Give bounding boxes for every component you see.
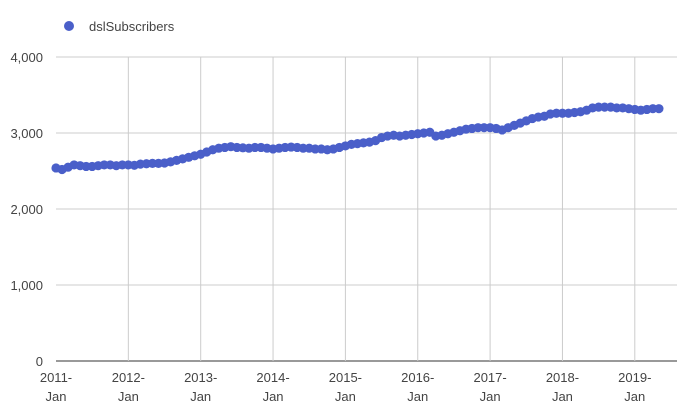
legend: dslSubscribers [64,19,175,34]
data-point [654,104,664,114]
legend-label-dslSubscribers: dslSubscribers [89,19,175,34]
x-tick-label: 2015-Jan [329,370,362,404]
x-tick-label: 2012-Jan [112,370,145,404]
gridlines [56,56,677,362]
y-tick-label: 3,000 [10,126,43,141]
x-tick-label: 2013-Jan [184,370,217,404]
x-tick-label: 2018-Jan [546,370,579,404]
x-tick-label: 2011-Jan [40,370,72,404]
y-tick-label: 1,000 [10,278,43,293]
x-axis: 2011-Jan 2012-Jan 2013-Jan 2014-Jan 2015-Jan… [40,370,652,404]
x-tick-label: 2016-Jan [401,370,434,404]
x-tick-label: 2019-Jan [618,370,651,404]
legend-marker-dslSubscribers [64,21,74,31]
y-axis: 0 1,000 2,000 3,000 4,000 [10,50,43,369]
y-tick-label: 0 [36,354,43,369]
y-tick-label: 2,000 [10,202,43,217]
x-tick-label: 2017-Jan [473,370,506,404]
x-tick-label: 2014-Jan [256,370,289,404]
y-tick-label: 4,000 [10,50,43,65]
series-dslSubscribers [51,102,664,175]
